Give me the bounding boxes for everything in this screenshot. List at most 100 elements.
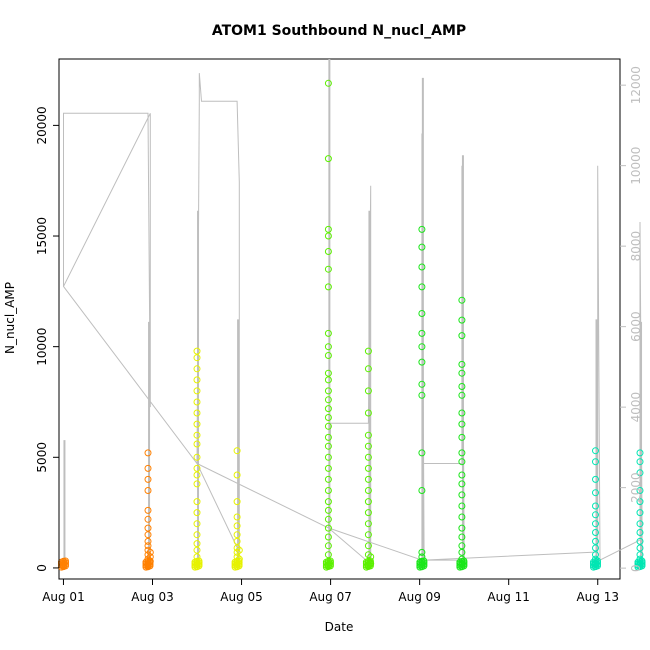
data-point <box>193 498 201 506</box>
data-point <box>324 352 332 359</box>
data-point <box>324 387 332 395</box>
data-point <box>193 480 201 488</box>
data-point <box>458 420 466 428</box>
data-point <box>144 531 152 539</box>
data-point <box>324 464 332 472</box>
data-point <box>193 387 201 395</box>
y-tick-label: 15000 <box>35 217 49 255</box>
data-point <box>193 376 201 384</box>
data-point <box>592 544 599 552</box>
data-point <box>324 396 332 404</box>
data-point <box>324 433 332 441</box>
data-point <box>458 542 466 550</box>
data-point <box>592 529 599 536</box>
data-point <box>233 544 241 552</box>
data-point <box>146 557 154 565</box>
data-point <box>144 487 152 494</box>
data-point <box>420 557 428 565</box>
data-point <box>324 475 332 483</box>
data-point <box>458 458 466 466</box>
data-point <box>193 347 201 355</box>
data-point <box>324 498 332 506</box>
data-point <box>324 533 332 541</box>
data-point <box>324 524 332 532</box>
data-point <box>418 358 426 366</box>
data-point <box>193 354 201 362</box>
data-point <box>324 248 332 255</box>
data-point <box>418 449 426 457</box>
data-point <box>418 310 426 317</box>
data-point <box>638 557 646 565</box>
data-point <box>193 440 201 448</box>
data-point <box>418 391 426 399</box>
data-point <box>326 557 334 565</box>
x-tick-label: Aug 09 <box>398 590 441 604</box>
data-point <box>458 360 466 368</box>
data-point <box>62 557 69 565</box>
data-point <box>418 487 426 494</box>
data-point <box>195 557 203 565</box>
data-point <box>324 551 332 559</box>
data-point <box>364 551 372 559</box>
data-point <box>364 509 372 517</box>
data-point <box>458 383 466 390</box>
y2-tick-label: 0 <box>629 564 643 572</box>
y2-tick-label: 2000 <box>629 472 643 503</box>
data-point <box>324 422 332 430</box>
data-point <box>636 458 644 466</box>
data-point <box>324 442 332 450</box>
data-point <box>193 464 201 472</box>
data-point <box>324 343 332 351</box>
data-point <box>364 531 372 539</box>
data-point <box>458 409 466 417</box>
data-point <box>458 296 466 304</box>
data-point <box>458 449 466 457</box>
data-point <box>233 531 241 539</box>
data-point <box>418 243 426 251</box>
data-point <box>458 332 466 340</box>
data-point <box>592 489 599 497</box>
data-point <box>324 232 332 240</box>
data-point <box>364 520 372 528</box>
data-point <box>193 509 201 517</box>
y-tick-label: 20000 <box>35 106 49 144</box>
data-point <box>364 542 372 550</box>
data-point <box>193 365 201 373</box>
data-point <box>592 520 599 528</box>
data-point <box>324 487 332 494</box>
data-point <box>636 509 644 517</box>
data-point <box>144 464 152 472</box>
data-point <box>233 513 241 521</box>
data-point <box>193 453 201 461</box>
data-point <box>458 491 466 499</box>
data-point <box>364 498 372 506</box>
data-point <box>458 480 466 488</box>
data-point <box>144 537 152 545</box>
data-point <box>144 524 152 532</box>
data-point <box>418 548 426 556</box>
data-point <box>636 537 644 545</box>
data-point <box>458 548 466 556</box>
data-point <box>592 551 599 559</box>
data-point <box>364 475 372 483</box>
data-point <box>233 447 241 455</box>
data-point <box>324 283 332 291</box>
data-point <box>636 529 644 536</box>
x-axis-label: Date <box>325 620 354 634</box>
data-point <box>592 447 599 455</box>
data-point <box>418 329 426 337</box>
data-point <box>636 520 644 528</box>
data-point <box>364 365 372 373</box>
x-tick-label: Aug 03 <box>131 590 174 604</box>
data-point <box>193 471 201 479</box>
data-point <box>193 409 201 417</box>
data-point <box>324 414 332 421</box>
data-point <box>364 442 372 450</box>
x-axis: Aug 01 Aug 03 Aug 05 Aug 07 Aug 09 Aug 11 Aug … <box>42 578 619 604</box>
data-point <box>324 453 332 461</box>
data-point <box>458 502 466 510</box>
data-point <box>144 449 152 457</box>
y-axis-label: N_nucl_AMP <box>3 282 17 354</box>
data-point <box>144 546 152 554</box>
